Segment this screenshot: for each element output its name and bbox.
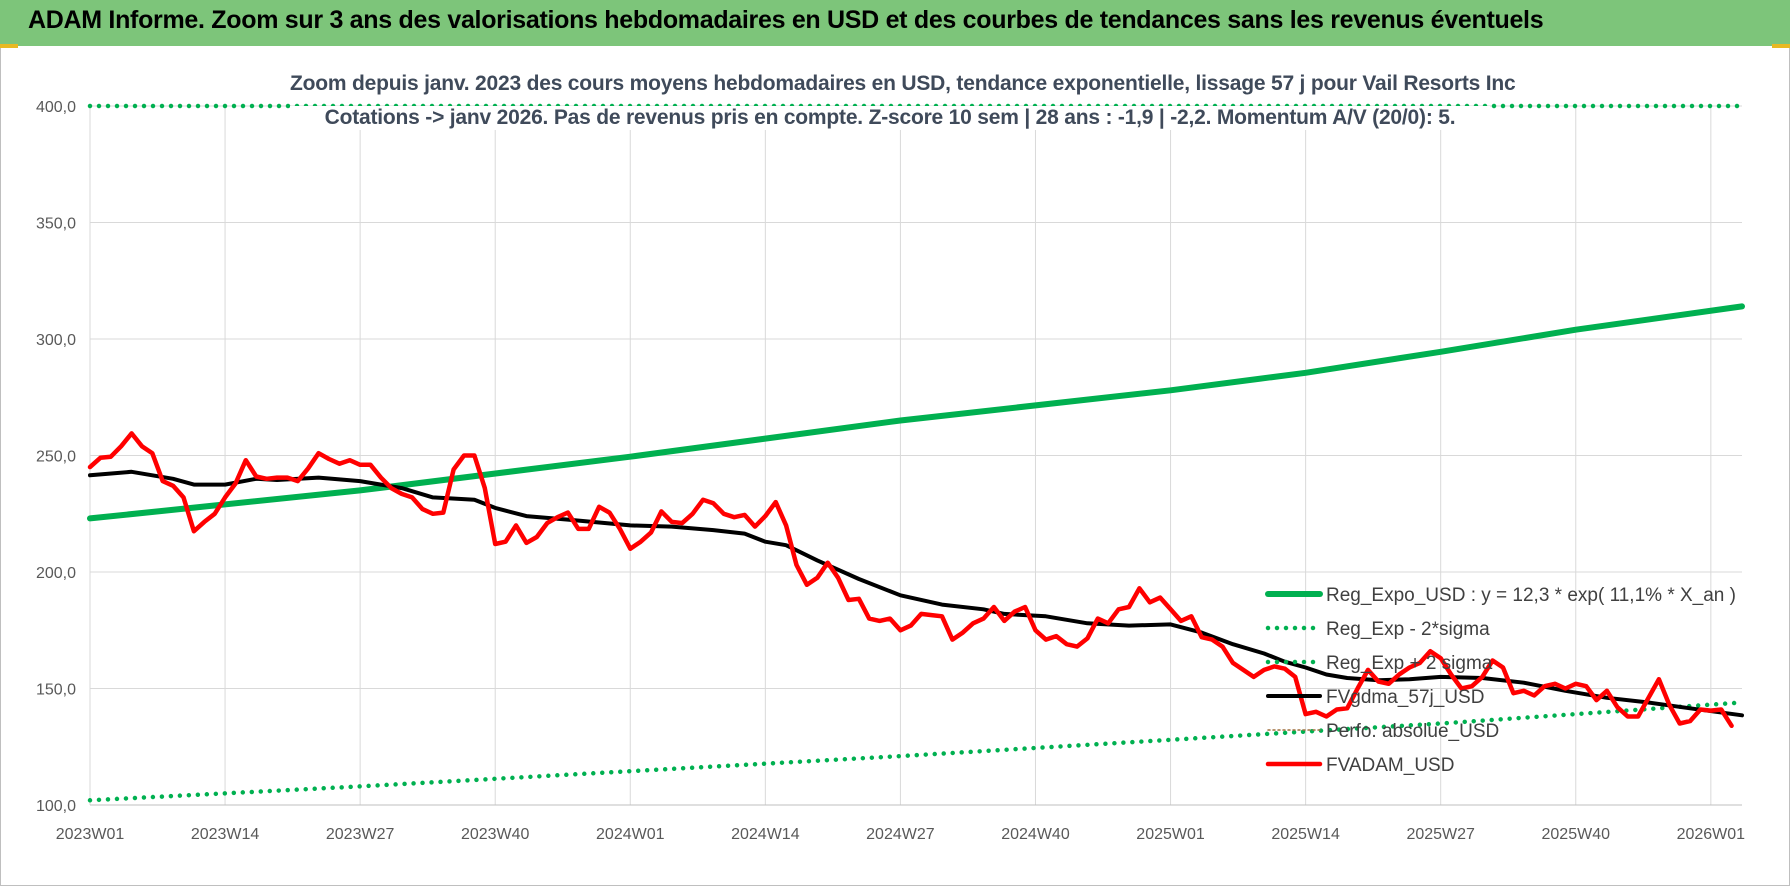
legend-label: Reg_Exp + 2 sigma bbox=[1326, 653, 1493, 674]
corner-accent-left bbox=[0, 44, 18, 48]
y-tick-label: 150,0 bbox=[36, 682, 76, 699]
x-tick-label: 2024W40 bbox=[1001, 826, 1070, 843]
x-tick-label: 2023W14 bbox=[191, 826, 260, 843]
x-tick-label: 2023W27 bbox=[326, 826, 395, 843]
corner-accent-right bbox=[1772, 44, 1790, 48]
y-tick-label: 200,0 bbox=[36, 565, 76, 582]
series-line-3 bbox=[88, 469, 1744, 718]
x-tick-label: 2024W27 bbox=[866, 826, 935, 843]
x-tick-label: 2023W40 bbox=[461, 826, 530, 843]
y-tick-label: 300,0 bbox=[36, 332, 76, 349]
legend-label: Perfo. absolue_USD bbox=[1326, 721, 1499, 742]
legend-label: Reg_Expo_USD : y = 12,3 * exp( 11,1% * X… bbox=[1326, 585, 1736, 606]
x-tick-label: 2025W14 bbox=[1271, 826, 1340, 843]
x-tick-label: 2025W01 bbox=[1136, 826, 1205, 843]
chart-subtitle-line-2: Cotations -> janv 2026. Pas de revenus p… bbox=[290, 106, 1490, 130]
y-tick-label: 100,0 bbox=[36, 798, 76, 815]
y-tick-label: 250,0 bbox=[36, 449, 76, 466]
x-tick-label: 2025W40 bbox=[1542, 826, 1611, 843]
legend-label: FVgdma_57j_USD bbox=[1326, 687, 1484, 708]
chart-subtitle-line-1: Zoom depuis janv. 2023 des cours moyens … bbox=[290, 72, 1516, 96]
x-tick-label: 2023W01 bbox=[56, 826, 125, 843]
x-tick-label: 2024W01 bbox=[596, 826, 665, 843]
legend-label: Reg_Exp - 2*sigma bbox=[1326, 619, 1490, 640]
x-tick-label: 2025W27 bbox=[1406, 826, 1475, 843]
x-tick-label: 2026W01 bbox=[1677, 826, 1746, 843]
series-line-5 bbox=[87, 431, 1734, 729]
series-line-0 bbox=[87, 303, 1745, 522]
page-title: ADAM Informe. Zoom sur 3 ans des valoris… bbox=[28, 6, 1544, 34]
y-tick-label: 350,0 bbox=[36, 216, 76, 233]
y-tick-label: 400,0 bbox=[36, 99, 76, 116]
header-bar: ADAM Informe. Zoom sur 3 ans des valoris… bbox=[0, 0, 1790, 46]
legend-label: FVADAM_USD bbox=[1326, 755, 1454, 776]
series-line-1 bbox=[87, 700, 1745, 803]
x-tick-label: 2024W14 bbox=[731, 826, 800, 843]
